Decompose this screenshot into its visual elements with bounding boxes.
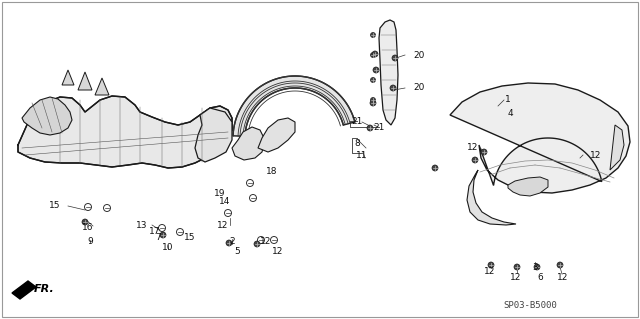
Polygon shape xyxy=(258,118,295,152)
Text: 18: 18 xyxy=(266,167,278,176)
Text: 8: 8 xyxy=(354,138,360,147)
Text: 20: 20 xyxy=(413,50,424,60)
Text: 12: 12 xyxy=(590,151,602,160)
Text: 7: 7 xyxy=(155,234,161,242)
Text: 17: 17 xyxy=(149,227,161,236)
Circle shape xyxy=(82,219,88,225)
Circle shape xyxy=(367,125,373,131)
Text: 21: 21 xyxy=(351,117,363,127)
Text: 6: 6 xyxy=(537,273,543,283)
Text: 2: 2 xyxy=(229,236,235,246)
Circle shape xyxy=(534,264,540,270)
Polygon shape xyxy=(195,108,232,162)
Polygon shape xyxy=(379,20,398,125)
Circle shape xyxy=(488,262,494,268)
Polygon shape xyxy=(467,170,516,225)
Polygon shape xyxy=(233,76,355,136)
Text: 4: 4 xyxy=(507,108,513,117)
Circle shape xyxy=(370,100,376,106)
Circle shape xyxy=(160,232,166,238)
Text: 14: 14 xyxy=(220,197,230,206)
Text: 12: 12 xyxy=(272,248,284,256)
Text: 21: 21 xyxy=(373,123,385,132)
Circle shape xyxy=(371,33,376,38)
Circle shape xyxy=(557,262,563,268)
Circle shape xyxy=(372,51,378,57)
Text: 12: 12 xyxy=(557,273,569,283)
Text: 19: 19 xyxy=(214,189,226,197)
Text: 15: 15 xyxy=(184,234,196,242)
Polygon shape xyxy=(610,125,624,170)
Circle shape xyxy=(371,98,376,102)
Circle shape xyxy=(514,264,520,270)
Polygon shape xyxy=(95,78,109,95)
Text: 5: 5 xyxy=(234,248,240,256)
Text: 20: 20 xyxy=(413,84,424,93)
Text: 12: 12 xyxy=(467,144,478,152)
Circle shape xyxy=(254,241,260,247)
Polygon shape xyxy=(22,97,72,135)
Text: 12: 12 xyxy=(216,220,228,229)
Circle shape xyxy=(371,53,376,57)
Polygon shape xyxy=(12,281,36,299)
Circle shape xyxy=(472,157,478,163)
Circle shape xyxy=(481,149,487,155)
Circle shape xyxy=(371,78,376,83)
Circle shape xyxy=(432,165,438,171)
Text: 3: 3 xyxy=(532,263,538,272)
Polygon shape xyxy=(450,83,630,193)
Text: SP03-B5000: SP03-B5000 xyxy=(503,301,557,310)
Text: 12: 12 xyxy=(484,268,496,277)
Circle shape xyxy=(373,67,379,73)
Polygon shape xyxy=(78,72,92,90)
Polygon shape xyxy=(232,127,265,160)
Text: FR.: FR. xyxy=(34,284,55,294)
Text: 16: 16 xyxy=(83,224,93,233)
Circle shape xyxy=(392,55,398,61)
Polygon shape xyxy=(62,70,74,85)
Text: 12: 12 xyxy=(510,272,522,281)
Text: 9: 9 xyxy=(87,238,93,247)
Text: 11: 11 xyxy=(356,151,368,160)
Polygon shape xyxy=(18,96,232,168)
Circle shape xyxy=(226,240,232,246)
Text: 12: 12 xyxy=(260,236,271,246)
Polygon shape xyxy=(508,177,548,196)
Text: 1: 1 xyxy=(505,95,511,105)
Text: 15: 15 xyxy=(49,202,60,211)
Text: 10: 10 xyxy=(163,242,173,251)
Circle shape xyxy=(390,85,396,91)
Text: 13: 13 xyxy=(136,220,147,229)
